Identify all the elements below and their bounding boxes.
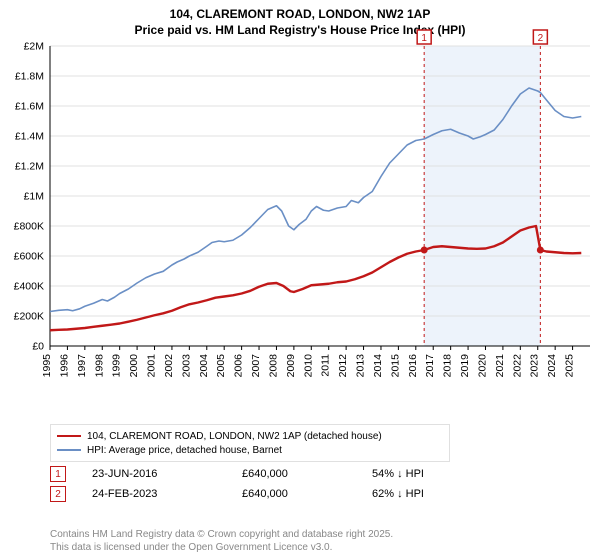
legend-item: HPI: Average price, detached house, Barn… bbox=[57, 443, 443, 457]
svg-text:£1M: £1M bbox=[24, 191, 44, 203]
svg-text:2003: 2003 bbox=[180, 354, 192, 378]
legend-label: HPI: Average price, detached house, Barn… bbox=[87, 445, 282, 456]
sale-delta: 54% ↓ HPI bbox=[372, 468, 492, 480]
svg-text:2019: 2019 bbox=[459, 354, 471, 378]
legend-swatch-hpi bbox=[57, 449, 81, 451]
legend-label: 104, CLAREMONT ROAD, LONDON, NW2 1AP (de… bbox=[87, 431, 382, 442]
title-line2: Price paid vs. HM Land Registry's House … bbox=[0, 22, 600, 38]
sale-date: 24-FEB-2023 bbox=[92, 488, 242, 500]
svg-text:1996: 1996 bbox=[58, 354, 70, 378]
legend-item: 104, CLAREMONT ROAD, LONDON, NW2 1AP (de… bbox=[57, 429, 443, 443]
svg-text:2014: 2014 bbox=[372, 354, 384, 378]
legend: 104, CLAREMONT ROAD, LONDON, NW2 1AP (de… bbox=[50, 424, 450, 462]
svg-text:2025: 2025 bbox=[564, 354, 576, 378]
svg-text:£200K: £200K bbox=[14, 311, 44, 323]
svg-text:2006: 2006 bbox=[233, 354, 245, 378]
svg-text:2011: 2011 bbox=[320, 354, 332, 377]
attribution-line1: Contains HM Land Registry data © Crown c… bbox=[50, 528, 393, 541]
svg-text:2008: 2008 bbox=[267, 354, 279, 378]
chart: £0£200K£400K£600K£800K£1M£1.2M£1.4M£1.6M… bbox=[50, 46, 590, 380]
svg-text:2012: 2012 bbox=[337, 354, 349, 378]
table-row: 2 24-FEB-2023 £640,000 62% ↓ HPI bbox=[50, 484, 590, 504]
table-row: 1 23-JUN-2016 £640,000 54% ↓ HPI bbox=[50, 464, 590, 484]
svg-text:2001: 2001 bbox=[146, 354, 158, 378]
svg-text:2013: 2013 bbox=[355, 354, 367, 378]
svg-text:£800K: £800K bbox=[14, 221, 44, 233]
sale-marker-icon: 2 bbox=[50, 486, 66, 502]
sale-price: £640,000 bbox=[242, 488, 372, 500]
svg-text:£1.8M: £1.8M bbox=[15, 71, 44, 83]
svg-text:£600K: £600K bbox=[14, 251, 44, 263]
svg-text:£2M: £2M bbox=[24, 41, 44, 53]
svg-text:2: 2 bbox=[538, 33, 544, 44]
sale-date: 23-JUN-2016 bbox=[92, 468, 242, 480]
svg-text:2022: 2022 bbox=[511, 354, 523, 378]
svg-text:2007: 2007 bbox=[250, 354, 262, 378]
sales-table: 1 23-JUN-2016 £640,000 54% ↓ HPI 2 24-FE… bbox=[50, 464, 590, 504]
svg-text:1999: 1999 bbox=[111, 354, 123, 378]
svg-text:2010: 2010 bbox=[302, 354, 314, 378]
svg-text:1998: 1998 bbox=[93, 354, 105, 378]
svg-text:£1.6M: £1.6M bbox=[15, 101, 44, 113]
svg-text:2002: 2002 bbox=[163, 354, 175, 378]
svg-text:2024: 2024 bbox=[546, 354, 558, 378]
attribution: Contains HM Land Registry data © Crown c… bbox=[50, 528, 393, 554]
title-line1: 104, CLAREMONT ROAD, LONDON, NW2 1AP bbox=[0, 6, 600, 22]
sale-price: £640,000 bbox=[242, 468, 372, 480]
svg-text:2009: 2009 bbox=[285, 354, 297, 378]
svg-text:2015: 2015 bbox=[389, 354, 401, 378]
svg-text:1: 1 bbox=[421, 33, 427, 44]
svg-text:2004: 2004 bbox=[198, 354, 210, 378]
svg-text:£1.2M: £1.2M bbox=[15, 161, 44, 173]
svg-text:2023: 2023 bbox=[529, 354, 541, 378]
chart-title: 104, CLAREMONT ROAD, LONDON, NW2 1AP Pri… bbox=[0, 0, 600, 38]
chart-svg: £0£200K£400K£600K£800K£1M£1.2M£1.4M£1.6M… bbox=[50, 46, 590, 380]
svg-text:£1.4M: £1.4M bbox=[15, 131, 44, 143]
svg-text:2005: 2005 bbox=[215, 354, 227, 378]
svg-text:£0: £0 bbox=[32, 341, 44, 353]
svg-text:2020: 2020 bbox=[476, 354, 488, 378]
attribution-line2: This data is licensed under the Open Gov… bbox=[50, 541, 393, 554]
svg-text:2017: 2017 bbox=[424, 354, 436, 378]
sale-delta: 62% ↓ HPI bbox=[372, 488, 492, 500]
svg-text:1997: 1997 bbox=[76, 354, 88, 378]
svg-text:£400K: £400K bbox=[14, 281, 44, 293]
svg-text:2018: 2018 bbox=[442, 354, 454, 378]
svg-text:1995: 1995 bbox=[41, 354, 53, 378]
sale-marker-icon: 1 bbox=[50, 466, 66, 482]
svg-text:2021: 2021 bbox=[494, 354, 506, 378]
svg-text:2016: 2016 bbox=[407, 354, 419, 378]
legend-swatch-price-paid bbox=[57, 435, 81, 437]
svg-text:2000: 2000 bbox=[128, 354, 140, 378]
